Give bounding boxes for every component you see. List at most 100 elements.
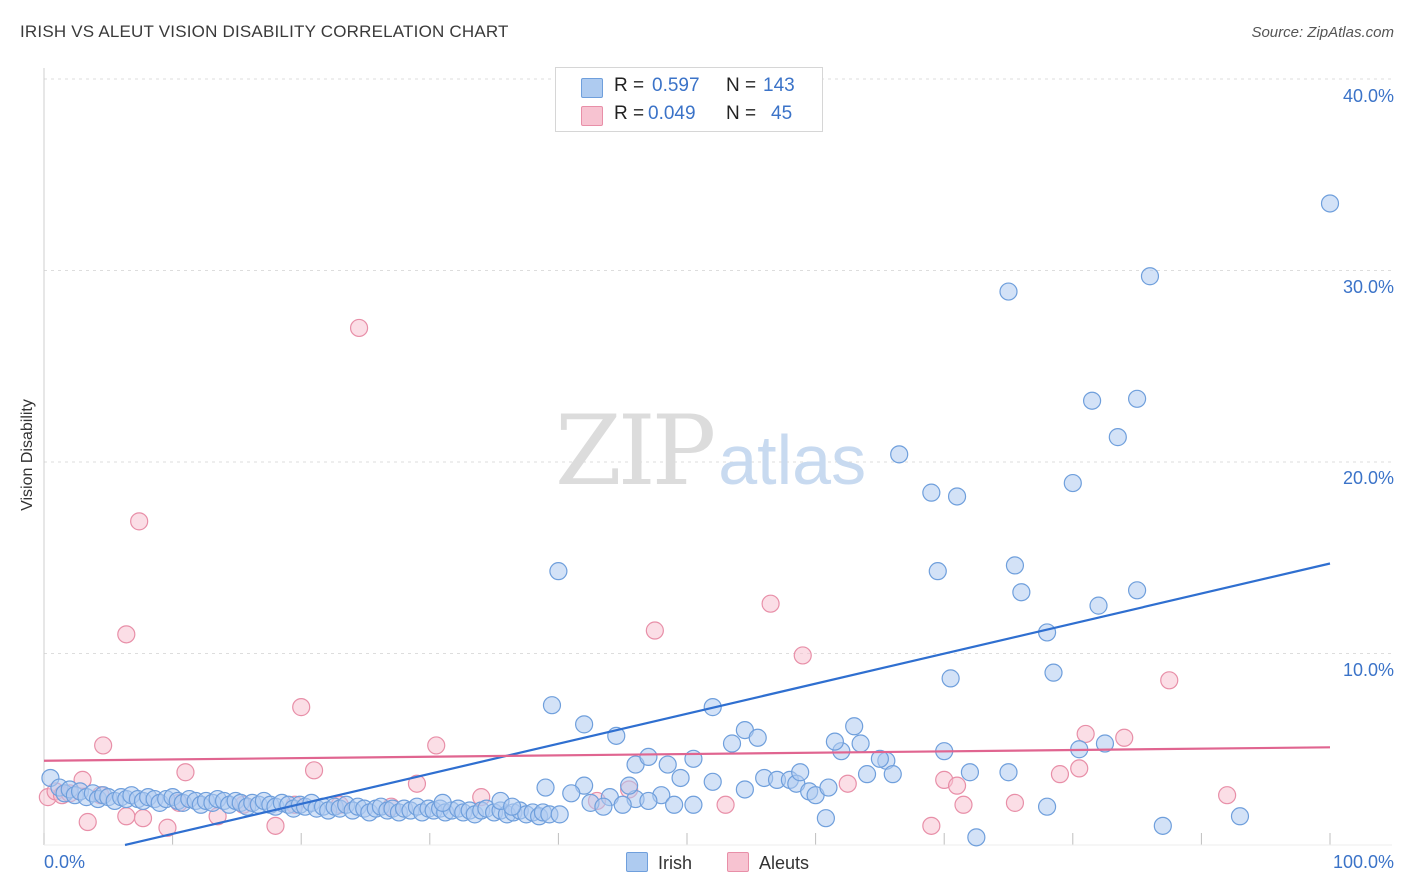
irish-point-134 xyxy=(928,562,947,581)
aleuts-point-7 xyxy=(94,736,113,755)
irish-point-92 xyxy=(562,784,581,803)
aleuts-legend-swatch-icon xyxy=(727,852,749,872)
aleuts-point-36 xyxy=(947,776,967,795)
irish-point-122 xyxy=(816,809,835,828)
irish-point-123 xyxy=(819,778,838,797)
irish-point-125 xyxy=(845,717,864,736)
x-tick-label-max: 100.0% xyxy=(1332,852,1394,872)
irish-point-127 xyxy=(857,765,877,784)
legend-item-aleuts[interactable]: Aleuts xyxy=(727,852,809,874)
aleuts-trend-line xyxy=(43,746,1331,762)
irish-r-value: 0.597 xyxy=(652,75,700,96)
aleuts-point-30 xyxy=(716,795,735,814)
aleuts-point-38 xyxy=(1005,793,1025,812)
irish-point-102 xyxy=(703,772,722,791)
aleuts-point-17 xyxy=(266,816,285,835)
irish-point-133 xyxy=(947,487,967,506)
aleuts-r-value: 0.049 xyxy=(648,103,696,124)
aleuts-point-24 xyxy=(407,774,427,793)
irish-point-160 xyxy=(542,696,562,715)
irish-point-108 xyxy=(658,755,677,774)
aleuts-point-12 xyxy=(158,818,177,837)
legend-label-aleuts: Aleuts xyxy=(759,853,810,873)
irish-point-97 xyxy=(594,797,613,816)
aleuts-point-41 xyxy=(1076,724,1095,744)
irish-point-86 xyxy=(550,805,569,824)
r-label: R = xyxy=(614,75,645,96)
chart-title: IRISH VS ALEUT VISION DISABILITY CORRELA… xyxy=(20,22,509,41)
irish-point-131 xyxy=(870,749,890,768)
irish-point-142 xyxy=(1005,556,1025,575)
irish-point-159 xyxy=(549,562,568,581)
aleuts-point-19 xyxy=(292,698,311,717)
aleuts-point-10 xyxy=(130,512,149,531)
irish-point-150 xyxy=(1108,428,1127,447)
aleuts-points xyxy=(38,318,1237,837)
y-tick-label-20: 20.0% xyxy=(1342,468,1394,488)
irish-point-89 xyxy=(503,797,522,816)
irish-point-126 xyxy=(851,734,870,753)
irish-point-157 xyxy=(1230,807,1250,826)
irish-point-98 xyxy=(613,795,632,814)
irish-trend-line xyxy=(124,562,1331,847)
x-tick-label-min: 0.0% xyxy=(44,852,86,872)
irish-point-99 xyxy=(639,791,658,811)
legend-label-irish: Irish xyxy=(658,853,693,873)
irish-point-100 xyxy=(665,795,684,814)
irish-point-140 xyxy=(999,763,1018,782)
aleuts-point-5 xyxy=(78,812,97,832)
irish-point-141 xyxy=(1037,623,1057,642)
aleuts-point-37 xyxy=(954,795,973,814)
irish-point-104 xyxy=(620,776,639,795)
n-label: N = xyxy=(726,103,757,124)
irish-point-112 xyxy=(722,734,742,753)
aleuts-point-34 xyxy=(922,816,941,835)
irish-point-87 xyxy=(433,793,452,812)
aleuts-point-14 xyxy=(176,763,195,782)
aleuts-point-43 xyxy=(1160,671,1179,690)
aleuts-n-value: 45 xyxy=(771,103,793,124)
irish-point-143 xyxy=(1012,583,1031,602)
aleuts-swatch-icon xyxy=(581,106,603,126)
legend-item-irish[interactable]: Irish xyxy=(626,852,692,874)
n-label: N = xyxy=(726,75,757,96)
aleuts-point-32 xyxy=(793,646,812,665)
aleuts-point-33 xyxy=(838,774,857,793)
irish-point-151 xyxy=(1140,267,1160,286)
irish-swatch-icon xyxy=(581,78,603,98)
stats-box: R = 0.597 N = 143 R = 0.049 N = 45 xyxy=(555,67,823,132)
irish-point-155 xyxy=(1095,734,1115,753)
irish-point-139 xyxy=(967,828,986,847)
irish-point-149 xyxy=(1127,389,1147,408)
irish-n-value: 143 xyxy=(763,75,795,96)
source-credit: Source: ZipAtlas.com xyxy=(1251,24,1394,41)
irish-point-114 xyxy=(748,728,767,747)
irish-point-152 xyxy=(1044,663,1063,682)
aleuts-point-11 xyxy=(133,809,153,828)
irish-point-109 xyxy=(671,768,690,788)
aleuts-point-22 xyxy=(349,318,369,338)
aleuts-point-39 xyxy=(1050,765,1070,784)
y-tick-label-10: 10.0% xyxy=(1342,660,1394,680)
irish-point-147 xyxy=(1063,473,1082,493)
irish-point-107 xyxy=(639,747,658,767)
irish-point-136 xyxy=(941,669,960,688)
aleuts-point-20 xyxy=(304,761,324,780)
aleuts-point-25 xyxy=(427,736,446,755)
irish-point-153 xyxy=(1037,797,1057,816)
trend-lines xyxy=(43,562,1331,847)
irish-point-145 xyxy=(1089,596,1108,615)
irish-point-90 xyxy=(536,778,555,797)
aleuts-point-40 xyxy=(1070,759,1089,778)
y-tick-label-40: 40.0% xyxy=(1342,86,1394,106)
irish-point-130 xyxy=(825,732,844,751)
zipatlas-watermark: ZIPatlas xyxy=(555,395,867,507)
irish-point-103 xyxy=(735,780,754,799)
y-axis-label: Vision Disability xyxy=(19,399,36,511)
aleuts-point-29 xyxy=(645,621,664,640)
irish-point-119 xyxy=(791,763,810,782)
irish-point-144 xyxy=(999,282,1018,301)
irish-point-158 xyxy=(1320,194,1340,213)
aleuts-point-8 xyxy=(117,625,136,644)
